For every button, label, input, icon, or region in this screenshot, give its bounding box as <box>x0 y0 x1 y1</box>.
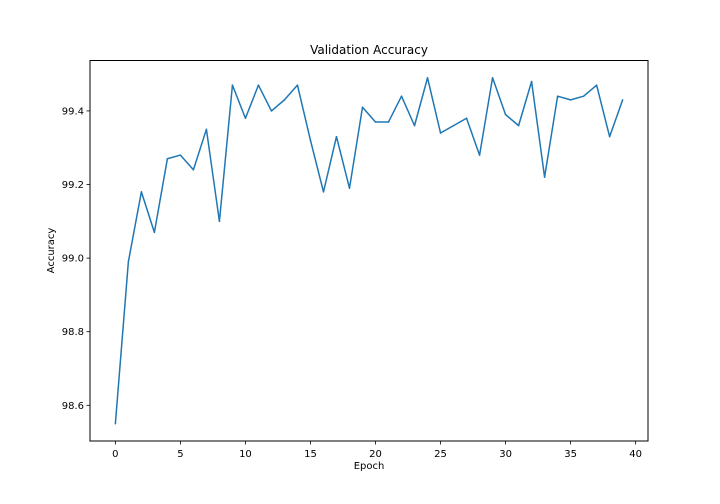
data-point <box>270 110 273 112</box>
data-point <box>556 95 559 97</box>
data-point <box>218 220 221 223</box>
data-point <box>283 99 286 101</box>
y-axis-label: Accuracy <box>46 228 57 274</box>
data-point <box>621 99 624 101</box>
data-point <box>439 132 442 134</box>
data-point <box>426 77 429 79</box>
data-point <box>452 124 455 127</box>
data-point <box>478 154 481 156</box>
x-tick-label: 20 <box>369 449 382 460</box>
y-tick-label: 99.0 <box>62 254 84 265</box>
data-point <box>530 80 533 83</box>
series-line <box>114 77 624 424</box>
plot-area: 0 5 10 15 20 25 30 35 40 98.6 98.8 99.0 99.2 99.4 <box>62 77 642 460</box>
data-point <box>569 99 572 101</box>
data-point <box>361 106 364 108</box>
chart-title: Validation Accuracy <box>310 43 428 57</box>
x-tick-label: 35 <box>564 449 577 460</box>
data-point <box>374 121 377 123</box>
data-point <box>322 191 325 193</box>
x-tick-label: 10 <box>239 449 252 460</box>
data-point <box>387 121 390 123</box>
data-point <box>205 128 208 131</box>
data-point <box>517 124 520 127</box>
data-point <box>348 187 351 189</box>
x-axis-label: Epoch <box>354 461 385 472</box>
x-tick-label: 30 <box>499 449 512 460</box>
data-point <box>608 135 611 138</box>
data-point <box>504 113 507 116</box>
data-point <box>153 231 156 234</box>
data-point <box>192 169 195 171</box>
x-tick-label: 5 <box>177 449 183 460</box>
x-tick-label: 25 <box>434 449 447 460</box>
y-tick-label: 98.6 <box>62 401 84 412</box>
x-tick-label: 0 <box>112 449 118 460</box>
data-point <box>400 95 403 97</box>
data-point <box>413 124 416 127</box>
data-point <box>179 154 182 156</box>
y-tick-label: 99.4 <box>62 106 84 117</box>
data-point <box>296 84 299 86</box>
data-point <box>335 135 338 138</box>
data-point <box>543 176 546 178</box>
data-point <box>582 95 585 97</box>
x-tick-label: 15 <box>304 449 317 460</box>
data-point <box>127 261 130 263</box>
data-point <box>244 117 247 120</box>
data-point <box>166 158 169 160</box>
y-tick-label: 98.8 <box>62 327 84 338</box>
data-point <box>465 117 468 120</box>
data-point <box>257 84 260 86</box>
x-tick-label: 40 <box>629 449 642 460</box>
data-point <box>140 191 143 193</box>
data-point <box>114 422 117 425</box>
data-point <box>491 77 494 79</box>
y-tick-label: 99.2 <box>62 180 84 191</box>
data-point <box>231 84 234 86</box>
data-point <box>309 139 312 142</box>
data-point <box>595 84 598 86</box>
axes-frame <box>89 60 649 442</box>
